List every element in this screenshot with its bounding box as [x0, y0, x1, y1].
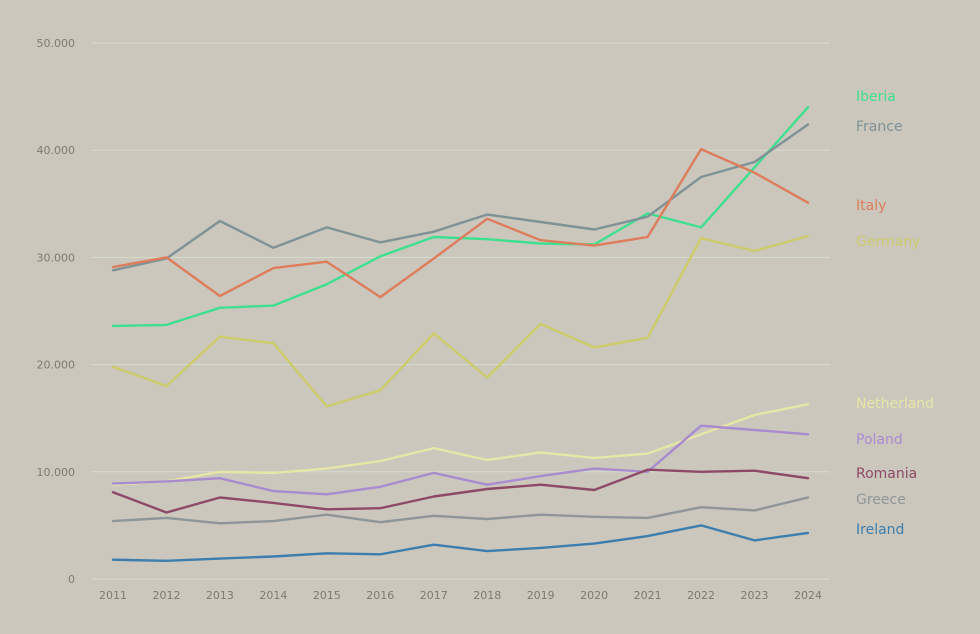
series-label-italy: Italy — [856, 198, 886, 214]
series-label-ireland: Ireland — [856, 522, 904, 538]
x-tick-label: 2020 — [580, 589, 608, 602]
series-label-netherland: Netherland — [856, 396, 934, 412]
series-label-poland: Poland — [856, 432, 903, 448]
series-line-poland — [111, 424, 810, 496]
y-tick-label: 30.000 — [37, 251, 76, 264]
series-label-france: France — [856, 119, 903, 135]
series-line-ireland — [111, 524, 810, 562]
x-tick-label: 2024 — [794, 589, 822, 602]
grid — [92, 42, 830, 580]
y-tick-label: 10.000 — [37, 466, 76, 479]
x-axis-ticks: 2011 2012 2013 2014 2015 2016 2017 2018 2019 2020… — [99, 589, 822, 602]
series-labels: Iberia France Italy Germany Netherland Poland… — [856, 89, 934, 538]
x-tick-label: 2011 — [99, 589, 127, 602]
series-line-germany — [111, 234, 810, 408]
x-tick-label: 2013 — [206, 589, 234, 602]
y-tick-label: 50.000 — [37, 37, 76, 50]
y-axis-ticks: 0 10.000 20.000 30.000 40.000 50.000 — [37, 37, 76, 586]
series-label-romania: Romania — [856, 466, 917, 482]
y-tick-label: 0 — [68, 573, 75, 586]
x-tick-label: 2023 — [741, 589, 769, 602]
series-label-iberia: Iberia — [856, 89, 896, 105]
series-line-france — [111, 123, 810, 272]
x-tick-label: 2018 — [473, 589, 501, 602]
series-line-greece — [111, 496, 810, 525]
x-tick-label: 2015 — [313, 589, 341, 602]
y-tick-label: 40.000 — [37, 144, 76, 157]
x-tick-label: 2012 — [152, 589, 180, 602]
x-tick-label: 2016 — [366, 589, 394, 602]
series-line-netherland — [111, 403, 810, 486]
series-lines — [111, 106, 810, 562]
series-line-romania — [111, 468, 810, 514]
x-tick-label: 2022 — [687, 589, 715, 602]
y-tick-label: 20.000 — [37, 359, 76, 372]
series-label-greece: Greece — [856, 492, 906, 508]
x-tick-label: 2021 — [634, 589, 662, 602]
series-label-germany: Germany — [856, 234, 920, 250]
x-tick-label: 2017 — [420, 589, 448, 602]
x-tick-label: 2019 — [527, 589, 555, 602]
x-tick-label: 2014 — [259, 589, 287, 602]
series-line-italy — [111, 147, 810, 299]
